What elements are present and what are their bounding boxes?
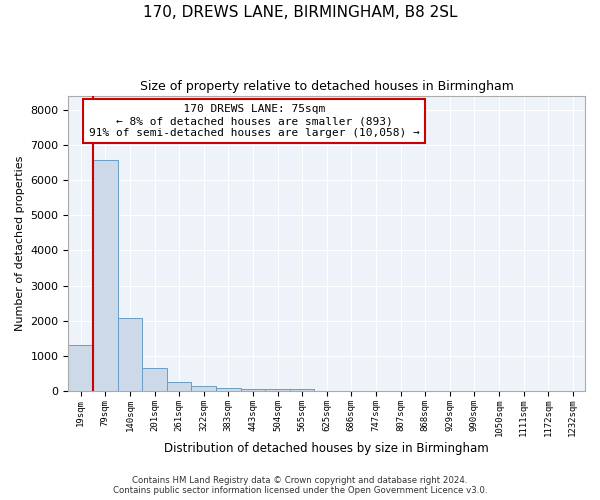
Text: 170, DREWS LANE, BIRMINGHAM, B8 2SL: 170, DREWS LANE, BIRMINGHAM, B8 2SL (143, 5, 457, 20)
Bar (167, 382, 191, 391)
Bar (118, 318, 142, 391)
Bar (290, 389, 314, 391)
Bar (68, 346, 93, 391)
Text: Contains HM Land Registry data © Crown copyright and database right 2024.
Contai: Contains HM Land Registry data © Crown c… (113, 476, 487, 495)
Bar (191, 386, 216, 391)
Bar (142, 368, 167, 391)
Bar (93, 160, 118, 391)
Text: 170 DREWS LANE: 75sqm  
← 8% of detached houses are smaller (893)
91% of semi-de: 170 DREWS LANE: 75sqm ← 8% of detached h… (89, 104, 420, 138)
Y-axis label: Number of detached properties: Number of detached properties (15, 156, 25, 331)
Bar (241, 389, 265, 391)
Bar (216, 388, 241, 391)
Bar (265, 389, 290, 391)
X-axis label: Distribution of detached houses by size in Birmingham: Distribution of detached houses by size … (164, 442, 489, 455)
Title: Size of property relative to detached houses in Birmingham: Size of property relative to detached ho… (140, 80, 514, 93)
